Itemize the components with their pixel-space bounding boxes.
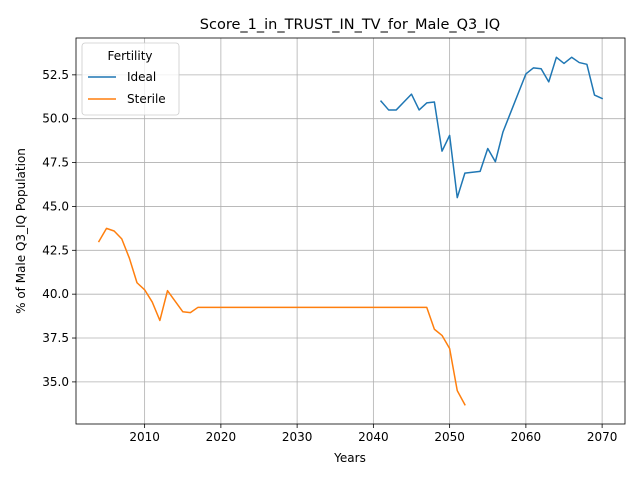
series-lines bbox=[97, 56, 604, 406]
x-tick-label: 2060 bbox=[511, 430, 542, 444]
x-tick-label: 2030 bbox=[282, 430, 313, 444]
series-line-ideal bbox=[379, 56, 604, 199]
grid bbox=[76, 38, 625, 424]
chart-title: Score_1_in_TRUST_IN_TV_for_Male_Q3_IQ bbox=[200, 17, 500, 33]
legend-label-sterile: Sterile bbox=[127, 92, 166, 106]
x-axis-ticks: 2010 2020 2030 2040 2050 2060 2070 bbox=[129, 424, 617, 444]
y-tick-label: 50.0 bbox=[42, 112, 69, 126]
y-tick-label: 42.5 bbox=[42, 243, 69, 257]
y-tick-label: 40.0 bbox=[42, 287, 69, 301]
x-tick-label: 2020 bbox=[206, 430, 237, 444]
x-axis-label: Years bbox=[333, 451, 366, 465]
legend-title: Fertility bbox=[107, 49, 152, 63]
y-tick-label: 35.0 bbox=[42, 375, 69, 389]
legend-label-ideal: Ideal bbox=[127, 70, 156, 84]
y-axis-ticks: 35.0 37.5 40.0 42.5 45.0 47.5 50.0 52.5 bbox=[42, 68, 76, 389]
y-tick-label: 47.5 bbox=[42, 156, 69, 170]
x-tick-label: 2050 bbox=[434, 430, 465, 444]
y-axis-label: % of Male Q3_IQ Population bbox=[14, 148, 28, 314]
series-line-sterile bbox=[97, 227, 466, 406]
y-tick-label: 45.0 bbox=[42, 199, 69, 213]
plot-frame bbox=[75, 37, 626, 425]
x-tick-label: 2070 bbox=[587, 430, 618, 444]
x-tick-label: 2010 bbox=[129, 430, 160, 444]
x-tick-label: 2040 bbox=[358, 430, 389, 444]
legend-box bbox=[81, 42, 180, 116]
y-tick-label: 52.5 bbox=[42, 68, 69, 82]
legend: Fertility Ideal Sterile bbox=[81, 42, 180, 116]
y-tick-label: 37.5 bbox=[42, 331, 69, 345]
